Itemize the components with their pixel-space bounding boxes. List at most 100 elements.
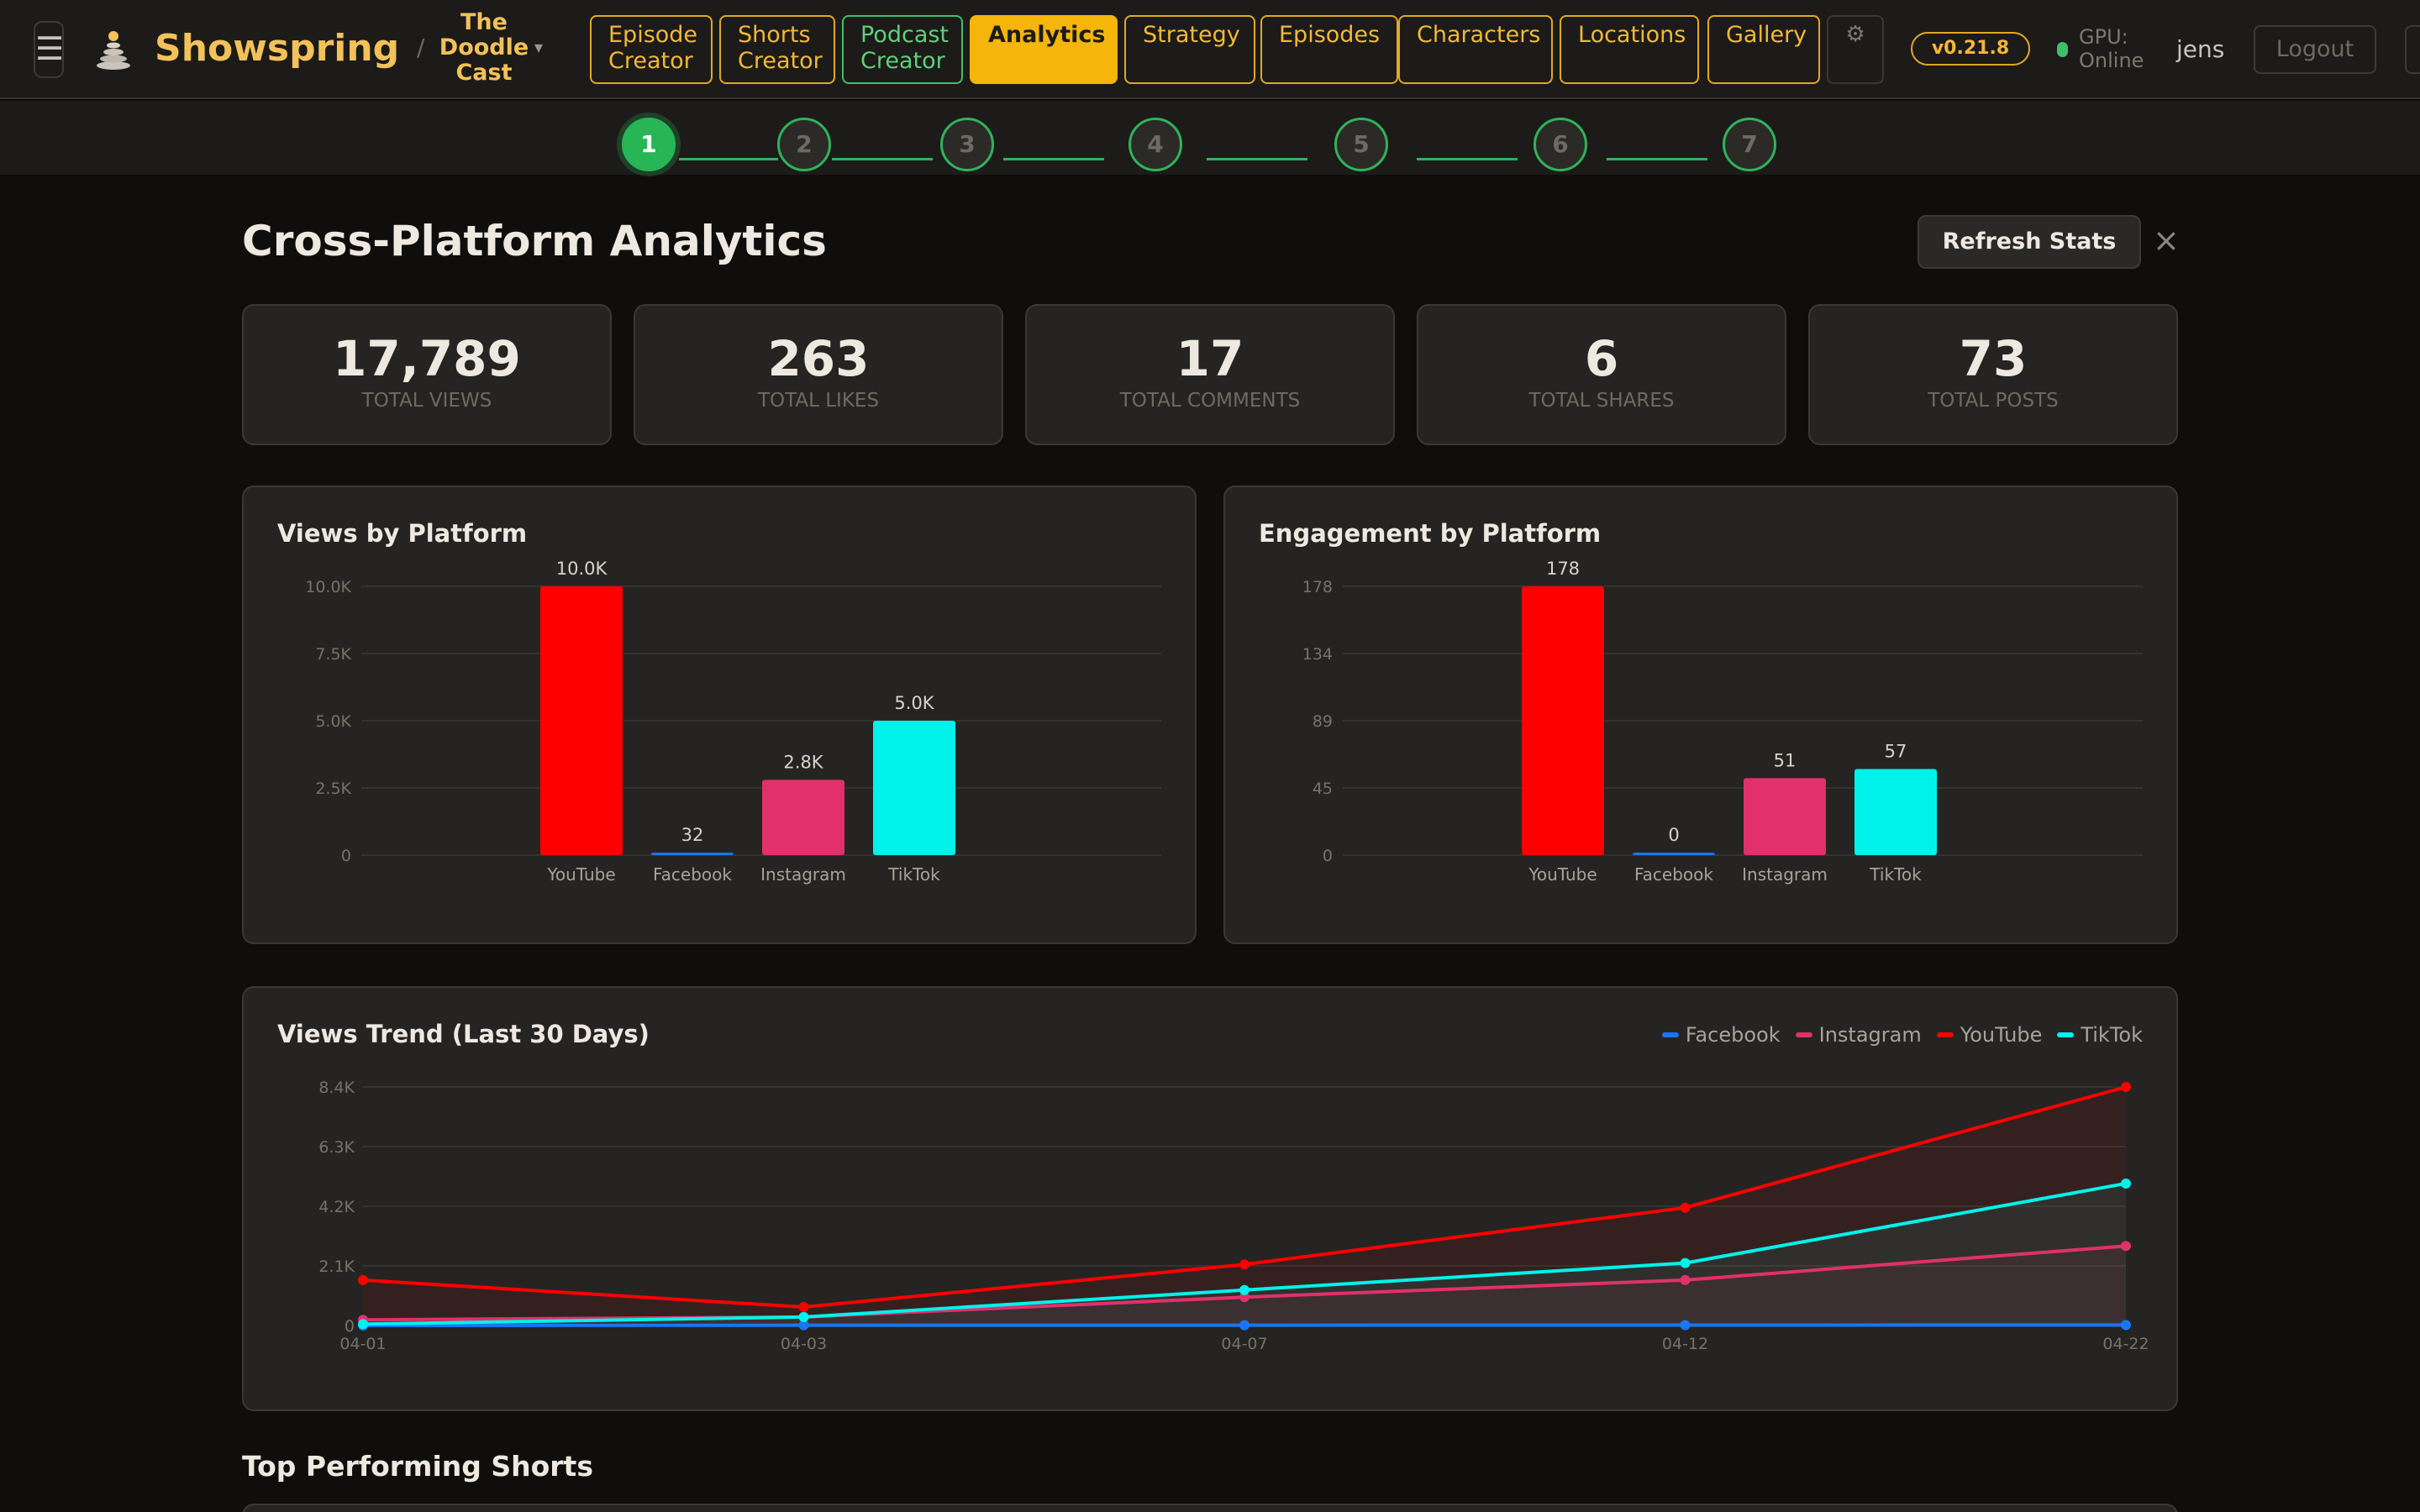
y-tick-label: 2.5K: [315, 780, 351, 798]
nav-tab-podcast-creator[interactable]: Podcast Creator: [842, 15, 963, 84]
data-point-tiktok[interactable]: [1680, 1257, 1691, 1268]
project-selector[interactable]: The Doodle Cast: [439, 9, 529, 86]
chart-title: Views Trend (Last 30 Days): [277, 1020, 650, 1048]
nav-tab-shorts-creator[interactable]: Shorts Creator: [719, 15, 835, 84]
data-point-facebook[interactable]: [1680, 1320, 1691, 1331]
data-point-youtube[interactable]: [358, 1274, 368, 1285]
nav-tab-gallery[interactable]: Gallery: [1707, 15, 1820, 84]
data-point-youtube[interactable]: [798, 1302, 809, 1313]
brand-name[interactable]: Showspring: [155, 27, 400, 70]
x-category-label: YouTube: [1528, 864, 1597, 885]
step-7[interactable]: 7: [1723, 118, 1776, 171]
stat-card-likes: 263 TOTAL LIKES: [634, 304, 1003, 445]
y-tick-label: 89: [1313, 712, 1333, 731]
bar-instagram[interactable]: [1744, 778, 1826, 855]
data-point-tiktok[interactable]: [798, 1311, 809, 1322]
bar-value-label: 0: [1668, 825, 1679, 845]
bar-value-label: 5.0K: [894, 693, 934, 713]
stat-value: 263: [767, 330, 870, 387]
step-4[interactable]: 4: [1128, 118, 1182, 171]
y-tick-label: 0: [341, 847, 351, 865]
nav-tab-episode-creator[interactable]: Episode Creator: [590, 15, 713, 84]
legend-item-facebook[interactable]: Facebook: [1661, 1023, 1781, 1047]
nav-tab-strategy[interactable]: Strategy: [1124, 15, 1255, 84]
series-area-instagram: [363, 1246, 2126, 1326]
y-tick-label: 7.5K: [315, 645, 351, 664]
stat-card-shares: 6 TOTAL SHARES: [1417, 304, 1786, 445]
engagement-by-platform-panel: Engagement by Platform 0 45 89 134 178 178 You…: [1223, 486, 2178, 944]
logout-button[interactable]: Logout: [2254, 25, 2376, 74]
stepper-connector: [1207, 158, 1307, 160]
gpu-status-label: GPU: Online: [2079, 25, 2144, 72]
bar-facebook[interactable]: [651, 853, 734, 855]
stepper-connector: [1417, 158, 1518, 160]
stat-label: TOTAL COMMENTS: [1119, 390, 1301, 412]
close-icon[interactable]: ×: [2153, 222, 2180, 259]
chevron-down-icon[interactable]: ▾: [534, 37, 544, 57]
gear-icon[interactable]: ⚙: [1827, 15, 1884, 84]
x-tick-label: 04-03: [781, 1335, 827, 1353]
legend-item-instagram[interactable]: Instagram: [1795, 1023, 1922, 1047]
step-3[interactable]: 3: [940, 118, 994, 171]
logo-icon: [97, 31, 130, 70]
legend-swatch: [2057, 1032, 2075, 1037]
series-area-tiktok: [363, 1183, 2126, 1326]
bar-youtube[interactable]: [540, 586, 623, 855]
workflow-stepper: 1 2 3 4 5 6 7: [0, 101, 2420, 175]
data-point-youtube[interactable]: [1680, 1202, 1691, 1213]
bar-facebook[interactable]: [1633, 853, 1715, 855]
data-point-facebook[interactable]: [798, 1320, 809, 1331]
hamburger-menu-button[interactable]: ☰: [34, 21, 64, 78]
stat-value: 17: [1176, 330, 1244, 387]
legend-item-tiktok[interactable]: TikTok: [2057, 1023, 2143, 1047]
stepper-connector: [1003, 158, 1104, 160]
nav-tab-locations[interactable]: Locations: [1560, 15, 1699, 84]
data-point-tiktok[interactable]: [2121, 1178, 2131, 1189]
step-6[interactable]: 6: [1534, 118, 1587, 171]
refresh-stats-button[interactable]: Refresh Stats: [1918, 215, 2141, 269]
page-title: Cross-Platform Analytics: [242, 217, 827, 265]
data-point-instagram[interactable]: [2121, 1241, 2131, 1252]
y-tick-label: 4.2K: [318, 1198, 355, 1216]
views-bar-chart: 0 2.5K 5.0K 7.5K 10.0K 10.0K YouTube 32 Facebook…: [305, 559, 1161, 885]
data-point-tiktok[interactable]: [358, 1319, 368, 1330]
bar-youtube[interactable]: [1522, 586, 1604, 855]
nav-tab-analytics[interactable]: Analytics: [970, 15, 1118, 84]
stepper-connector: [832, 158, 933, 160]
nav-tab-characters[interactable]: Characters: [1398, 15, 1553, 84]
data-point-youtube[interactable]: [2121, 1082, 2131, 1092]
y-tick-label: 10.0K: [305, 578, 351, 596]
y-tick-label: 0: [1323, 847, 1333, 865]
x-category-label: Facebook: [1634, 864, 1713, 885]
y-tick-label: 8.4K: [318, 1079, 355, 1097]
legend-item-youtube[interactable]: YouTube: [1936, 1023, 2042, 1047]
x-category-label: TikTok: [887, 864, 940, 885]
overflow-button[interactable]: [2405, 25, 2420, 74]
step-1[interactable]: 1: [622, 118, 676, 171]
bar-tiktok[interactable]: [1854, 769, 1937, 855]
bar-instagram[interactable]: [762, 780, 844, 855]
bar-tiktok[interactable]: [873, 721, 955, 855]
data-point-instagram[interactable]: [1239, 1292, 1249, 1303]
legend-label: Instagram: [1818, 1023, 1922, 1047]
legend-swatch: [1795, 1032, 1812, 1037]
data-point-instagram[interactable]: [1680, 1274, 1691, 1285]
stat-label: TOTAL SHARES: [1528, 390, 1675, 412]
stat-card-comments: 17 TOTAL COMMENTS: [1025, 304, 1395, 445]
data-point-facebook[interactable]: [2121, 1320, 2131, 1331]
stat-label: TOTAL LIKES: [757, 390, 880, 412]
bar-value-label: 57: [1885, 742, 1907, 762]
stat-value: 6: [1584, 330, 1619, 387]
data-point-facebook[interactable]: [1239, 1320, 1249, 1331]
step-2[interactable]: 2: [777, 118, 831, 171]
nav-tab-episodes[interactable]: Episodes: [1260, 15, 1398, 84]
step-5[interactable]: 5: [1334, 118, 1388, 171]
section-heading-top-shorts: Top Performing Shorts: [242, 1450, 593, 1483]
top-shorts-table: [242, 1504, 2178, 1512]
data-point-youtube[interactable]: [1239, 1259, 1249, 1270]
data-point-tiktok[interactable]: [1239, 1284, 1249, 1295]
stat-label: TOTAL VIEWS: [361, 390, 492, 412]
gpu-status-dot: [2057, 42, 2068, 57]
chart-legend: Facebook Instagram YouTube TikTok: [1661, 1023, 2143, 1047]
y-tick-label: 0: [345, 1317, 355, 1336]
